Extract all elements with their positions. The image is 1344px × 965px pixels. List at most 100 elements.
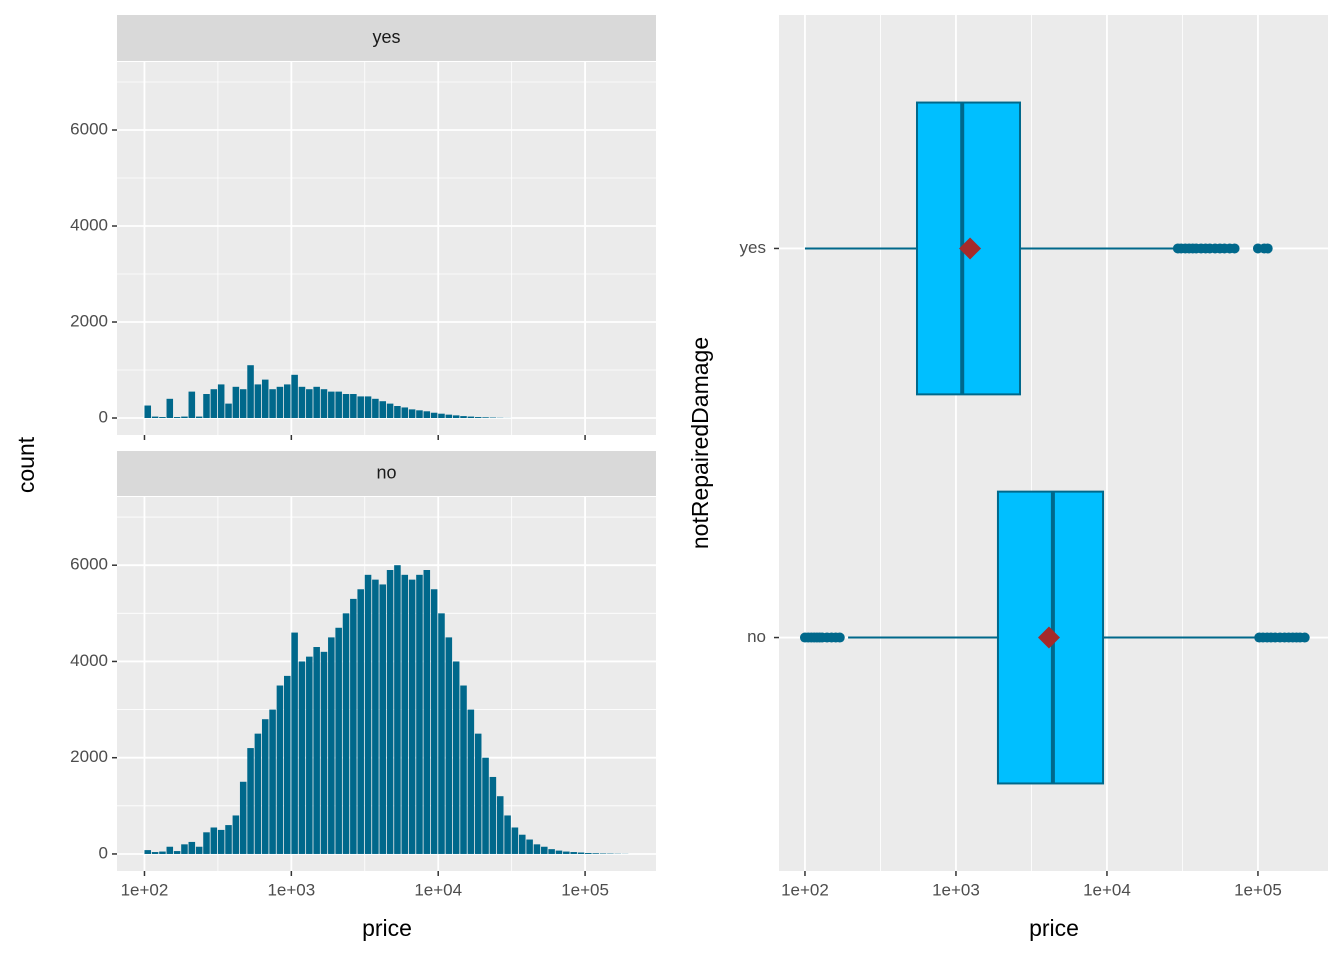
bar — [203, 394, 210, 418]
y-axis-title: count — [13, 436, 39, 493]
bar — [548, 849, 555, 854]
bar — [379, 584, 386, 854]
bar — [475, 417, 482, 418]
x-tick-label: 1e+03 — [932, 880, 980, 899]
bar — [321, 389, 328, 418]
y-tick-label: no — [747, 627, 766, 646]
bar — [365, 396, 372, 418]
bar — [563, 852, 570, 854]
bar — [401, 575, 408, 854]
x-tick-label: 1e+04 — [414, 880, 462, 899]
bar — [387, 570, 394, 854]
bar — [255, 384, 262, 418]
bar — [144, 850, 151, 854]
bar — [240, 782, 247, 854]
bar — [277, 686, 284, 854]
bar — [357, 396, 364, 418]
bar — [306, 657, 313, 854]
bar — [401, 407, 408, 418]
y-tick-label: 6000 — [70, 119, 108, 138]
panel — [117, 497, 656, 871]
bar — [512, 827, 519, 853]
bar — [490, 777, 497, 854]
bar — [269, 710, 276, 854]
bar — [181, 844, 188, 854]
bar — [144, 406, 151, 418]
bar — [475, 734, 482, 854]
bar — [424, 411, 431, 418]
bar — [526, 840, 533, 854]
bar — [350, 394, 357, 418]
x-tick-label: 1e+04 — [1083, 880, 1131, 899]
y-tick-label: 2000 — [70, 311, 108, 330]
y-tick-label: 2000 — [70, 747, 108, 766]
bar — [174, 851, 181, 854]
bar — [453, 415, 460, 418]
bar — [159, 852, 166, 854]
bar — [482, 417, 489, 418]
y-axis-title: notRepairedDamage — [687, 337, 713, 549]
bar — [468, 710, 475, 854]
strip-label: no — [376, 462, 396, 482]
bar — [196, 417, 203, 418]
bar — [291, 633, 298, 854]
bar — [189, 842, 196, 854]
bar — [321, 652, 328, 854]
bar — [269, 389, 276, 418]
bar — [247, 365, 254, 418]
bar — [460, 686, 467, 854]
bar — [592, 853, 599, 854]
bar — [225, 404, 232, 418]
bar — [504, 815, 511, 854]
panel — [117, 62, 656, 435]
bar — [335, 628, 342, 854]
bar — [424, 570, 431, 854]
bar — [174, 417, 181, 418]
bar — [585, 853, 592, 854]
x-axis-title: price — [1029, 915, 1079, 941]
bar — [372, 399, 379, 418]
bar — [468, 417, 475, 418]
bar — [365, 575, 372, 854]
bar — [189, 392, 196, 418]
bar — [372, 580, 379, 854]
bar — [394, 565, 401, 854]
bar — [482, 758, 489, 854]
bar — [211, 389, 218, 418]
y-tick-label: yes — [740, 238, 766, 257]
bar — [262, 719, 269, 854]
bar — [328, 637, 335, 854]
bar — [446, 415, 453, 418]
bar — [578, 853, 585, 854]
bar — [284, 676, 291, 854]
bar — [284, 384, 291, 418]
bar — [438, 414, 445, 418]
bar — [299, 387, 306, 418]
bar — [181, 417, 188, 418]
x-tick-label: 1e+02 — [121, 880, 169, 899]
bar — [306, 389, 313, 418]
bar — [233, 815, 240, 854]
x-tick-label: 1e+03 — [267, 880, 315, 899]
bar — [335, 392, 342, 418]
bar — [159, 417, 166, 418]
bar — [446, 637, 453, 854]
bar — [277, 387, 284, 418]
bar — [152, 852, 159, 854]
bar — [438, 613, 445, 854]
bar — [196, 847, 203, 854]
bar — [416, 410, 423, 418]
bar — [328, 392, 335, 418]
y-tick-label: 4000 — [70, 651, 108, 670]
bar — [416, 575, 423, 854]
bar — [387, 404, 394, 418]
bar — [556, 851, 563, 854]
bar — [460, 416, 467, 418]
bar — [409, 409, 416, 418]
bar — [291, 375, 298, 418]
y-tick-label: 0 — [99, 843, 108, 862]
outlier — [835, 633, 845, 643]
outlier — [1263, 243, 1273, 253]
bar — [343, 613, 350, 854]
